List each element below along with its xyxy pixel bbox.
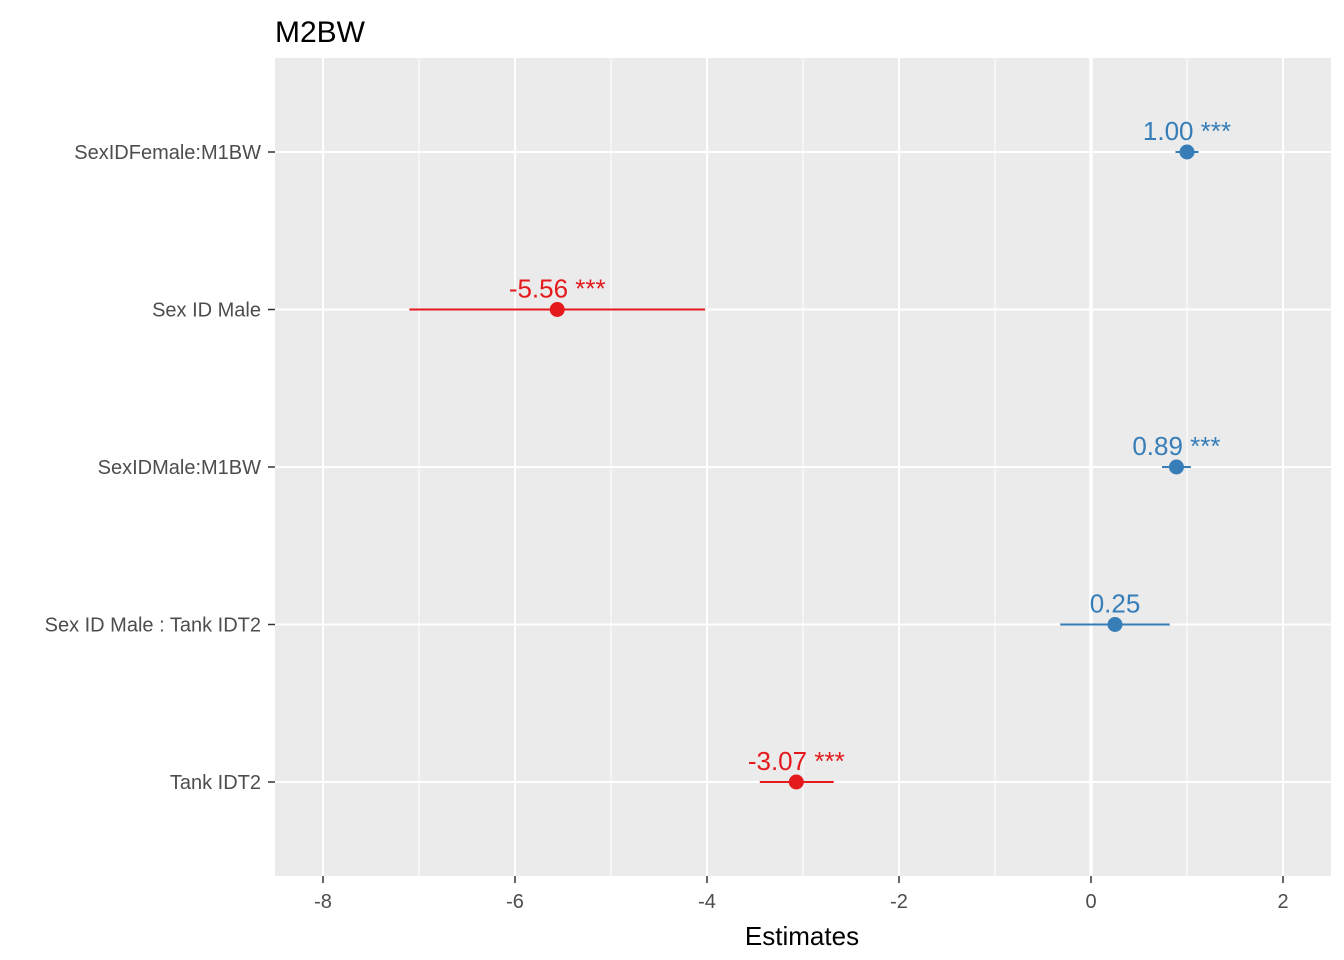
grid-lines xyxy=(275,58,1331,876)
y-axis: SexIDFemale:M1BW Sex ID Male SexIDMale:M1B… xyxy=(45,142,275,794)
y-tick-label: Sex ID Male : Tank IDT2 xyxy=(45,615,261,637)
x-tick-label: -8 xyxy=(314,891,332,913)
estimate-value-label: -5.56 *** xyxy=(509,274,606,304)
estimate-point xyxy=(1107,617,1123,632)
x-tick-label: -6 xyxy=(506,891,524,913)
estimate-marks: 1.00 *** -5.56 *** 0.89 *** 0.25 -3.07 *** xyxy=(409,116,1231,790)
x-tick-label: 0 xyxy=(1085,891,1096,913)
y-tick-label: SexIDFemale:M1BW xyxy=(74,142,261,164)
x-axis-title: Estimates xyxy=(745,921,859,951)
estimate-point xyxy=(788,774,804,790)
estimate-point xyxy=(1179,144,1195,160)
y-tick-label: SexIDMale:M1BW xyxy=(98,457,261,479)
chart-title: M2BW xyxy=(275,16,366,49)
x-axis: -8 -6 -4 -2 0 2 xyxy=(314,876,1289,913)
y-tick-label: Tank IDT2 xyxy=(170,772,261,794)
y-tick-label: Sex ID Male xyxy=(152,300,261,322)
estimate-point xyxy=(549,302,565,317)
x-tick-label: -4 xyxy=(698,891,716,913)
x-tick-label: -2 xyxy=(890,891,908,913)
x-tick-label: 2 xyxy=(1277,891,1288,913)
estimate-value-label: 1.00 *** xyxy=(1143,116,1231,146)
estimate-point xyxy=(1168,459,1184,475)
estimate-value-label: -3.07 *** xyxy=(748,746,845,776)
estimate-value-label: 0.89 *** xyxy=(1132,431,1220,461)
estimate-value-label: 0.25 xyxy=(1090,589,1141,619)
